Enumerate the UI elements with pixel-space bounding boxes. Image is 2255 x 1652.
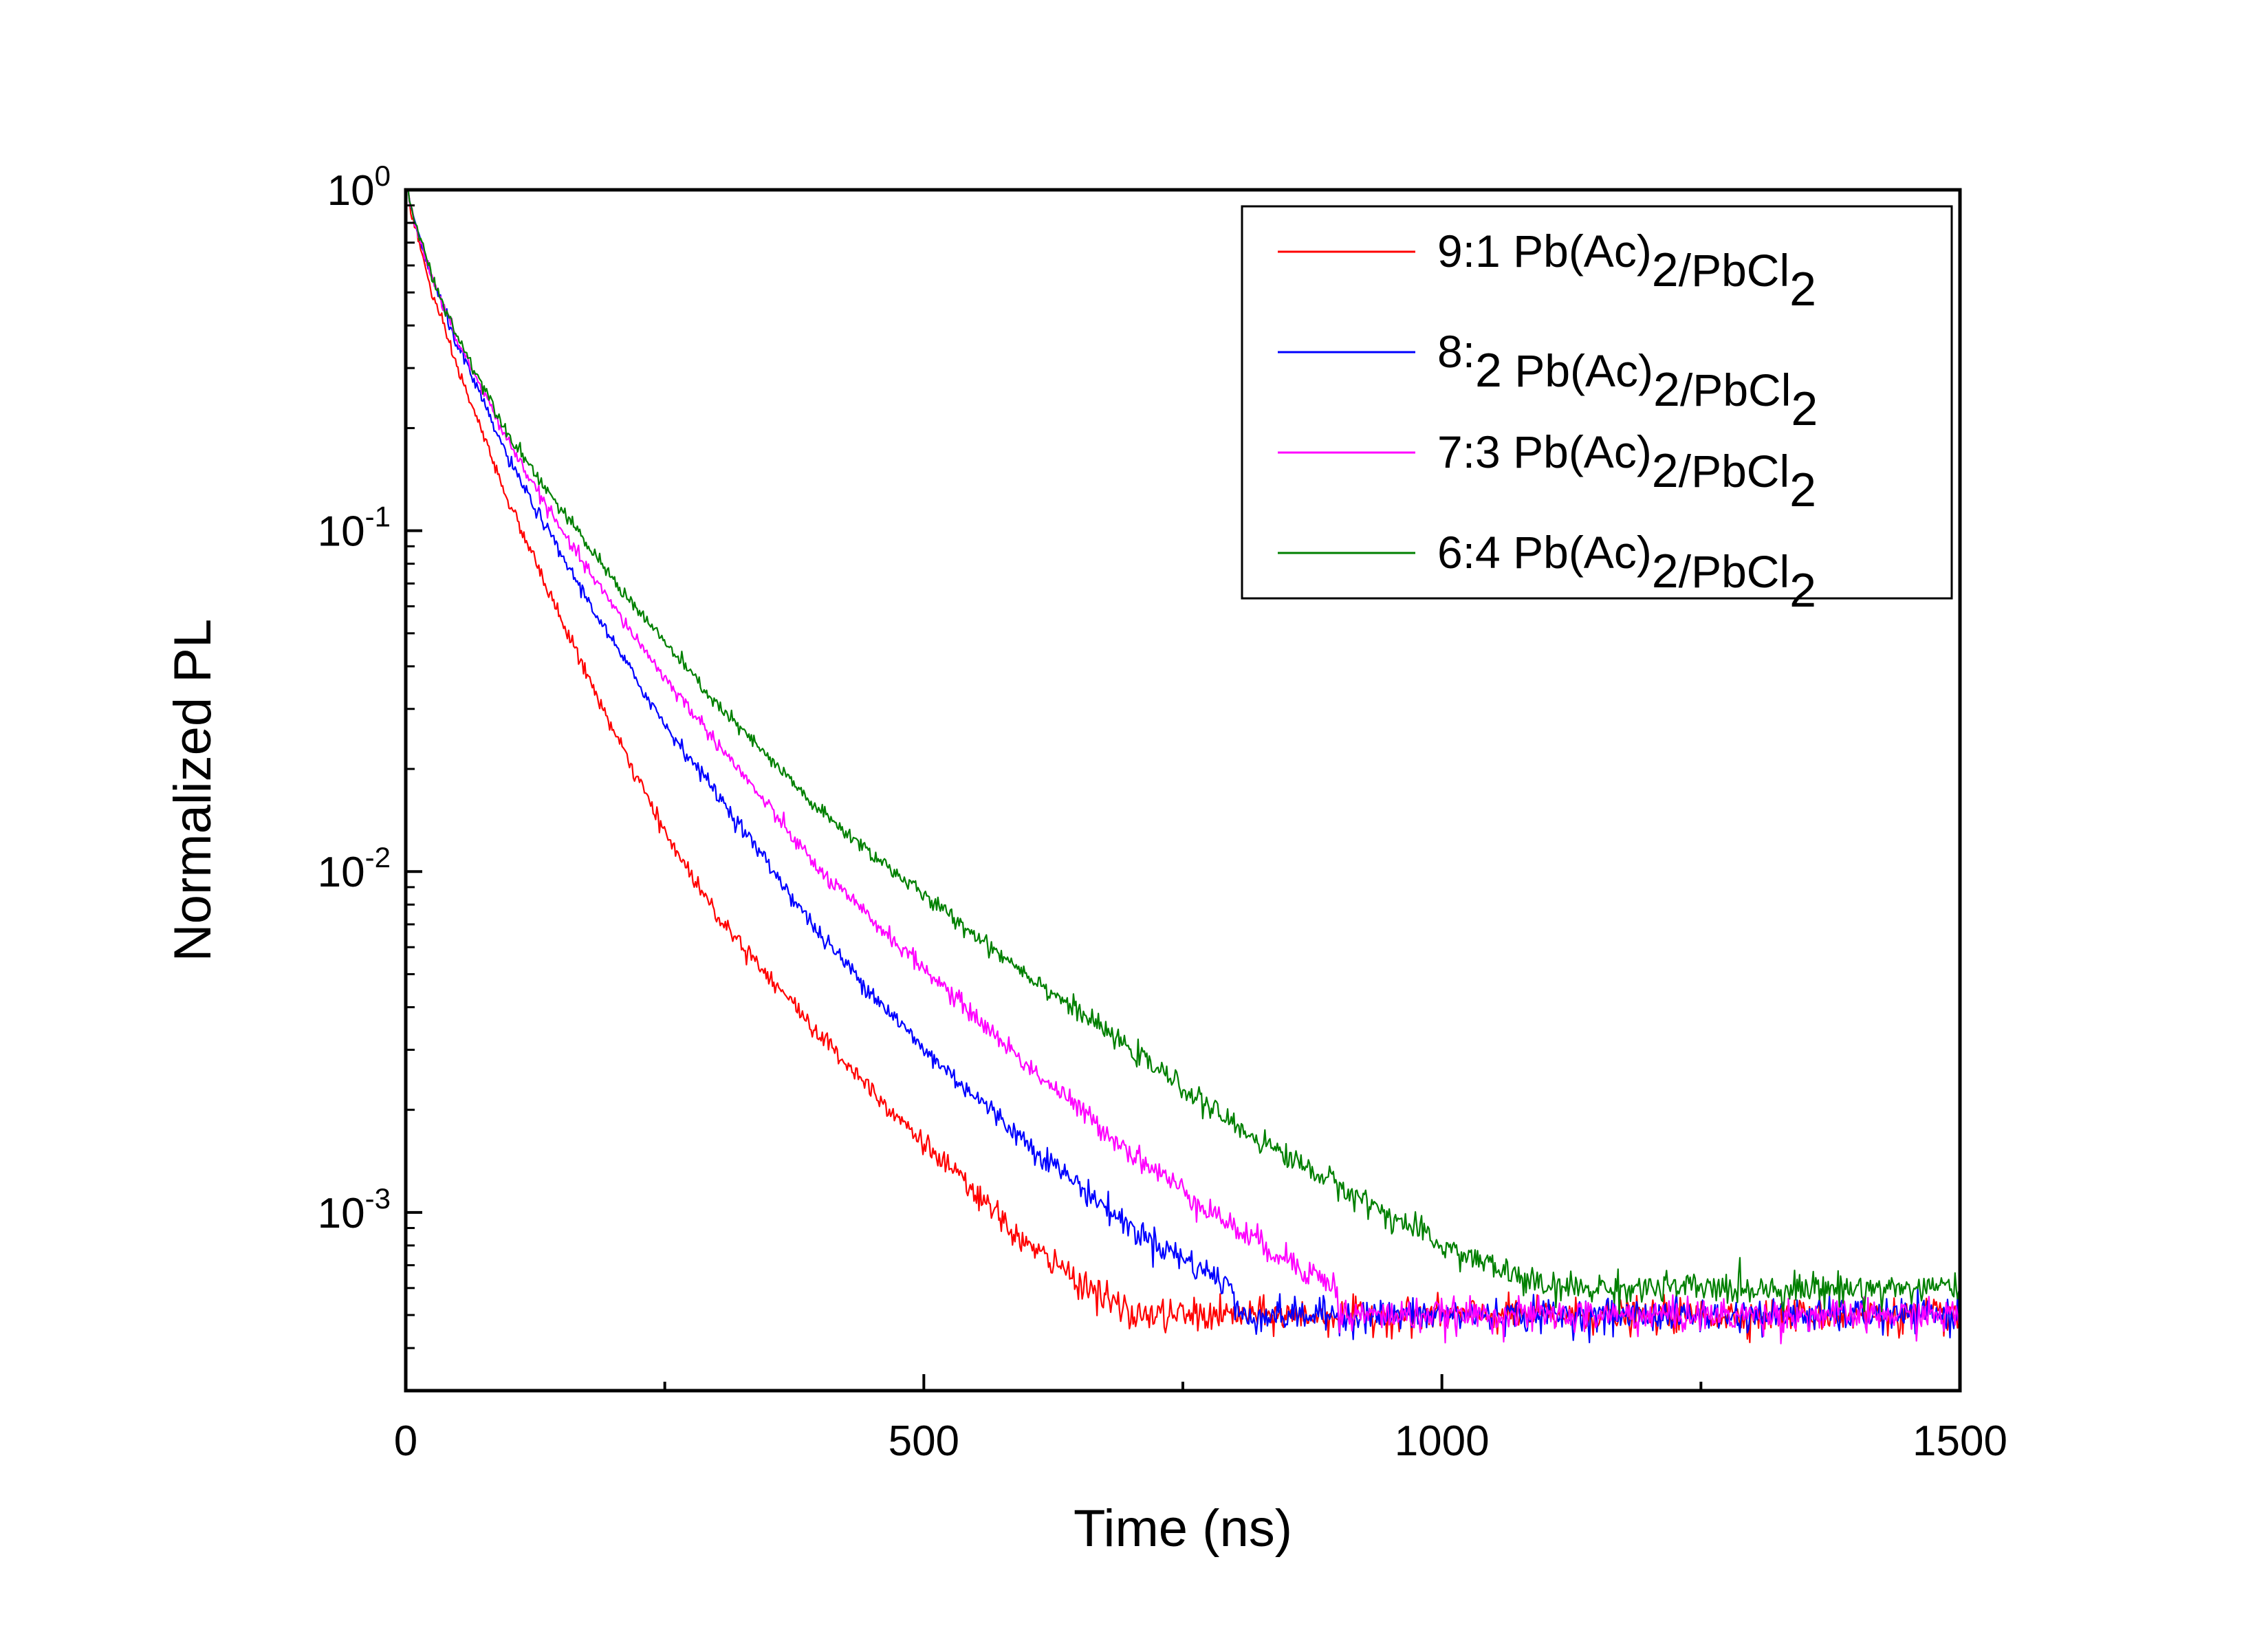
x-axis-title: Time (ns): [1074, 1499, 1292, 1558]
legend-label-6-4: 6:4 Pb(Ac)2/PbCl2: [1437, 527, 1816, 617]
y-tick-exponent: -1: [365, 501, 391, 533]
series-layer: [406, 190, 1960, 1391]
x-tick-label: 1000: [1395, 1417, 1490, 1465]
y-tick-exponent: 0: [375, 160, 391, 192]
legend-label-9-1: 9:1 Pb(Ac)2/PbCl2: [1437, 226, 1816, 316]
series-line-7-3: [406, 190, 1960, 1391]
y-tick-base: 10: [318, 849, 365, 896]
y-tick-label: 10-2: [318, 841, 391, 896]
x-axis: 0 500 1000 1500: [394, 1374, 2007, 1465]
y-tick-base: 10: [318, 508, 365, 556]
x-tick-label: 0: [394, 1417, 417, 1465]
y-tick-base: 10: [318, 1190, 365, 1237]
legend-label-7-3: 7:3 Pb(Ac)2/PbCl2: [1437, 426, 1816, 517]
y-axis-title: Normalized PL: [164, 619, 222, 961]
y-tick-label: 10-1: [318, 501, 391, 556]
legend-box: [1241, 205, 1953, 600]
y-tick-exponent: -3: [365, 1182, 391, 1215]
legend-label-8-2: 8:2 Pb(Ac)2/PbCl2: [1437, 326, 1818, 435]
y-tick-base: 10: [327, 167, 375, 215]
series-line-6-4: [406, 190, 1960, 1391]
y-tick-exponent: -2: [365, 841, 391, 873]
x-tick-label: 1500: [1913, 1417, 2007, 1465]
y-tick-label: 10-3: [318, 1182, 391, 1237]
x-tick-label: 500: [889, 1417, 959, 1465]
y-tick-label: 100: [327, 160, 391, 215]
